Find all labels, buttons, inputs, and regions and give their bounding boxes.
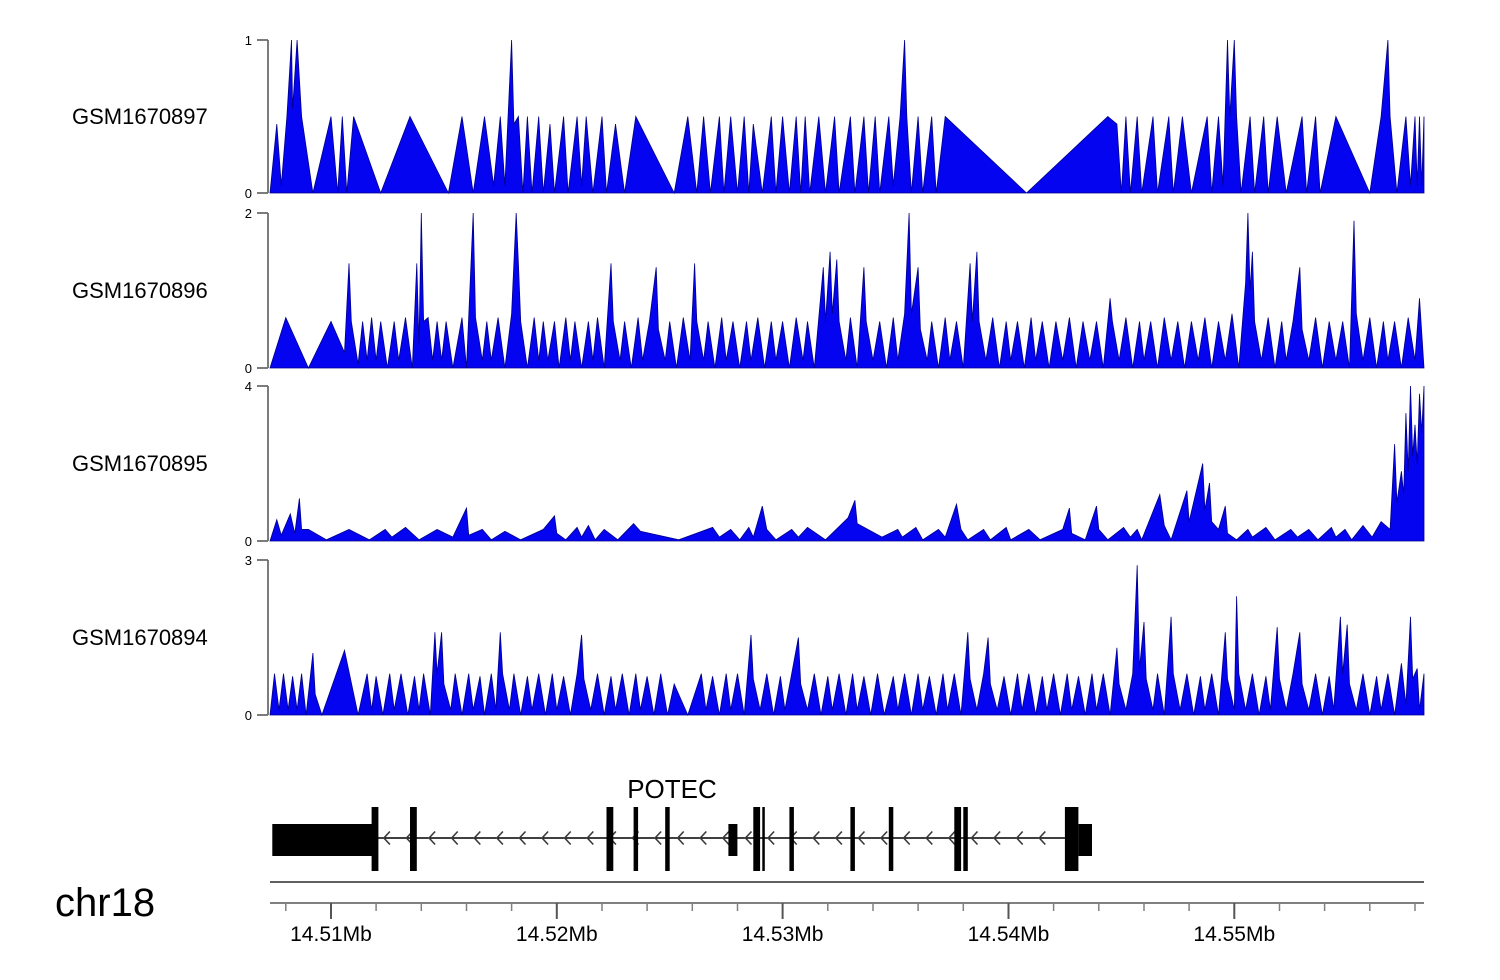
gene-exon xyxy=(762,807,765,871)
axis-tick-label: 14.52Mb xyxy=(516,923,598,946)
strand-arrow-left-icon xyxy=(699,830,707,846)
strand-arrow-left-icon xyxy=(834,830,843,846)
gene-exon xyxy=(410,807,417,871)
y-max-label-3: 4 xyxy=(245,379,252,394)
gene-model-track: POTEC xyxy=(272,774,1092,871)
track-label-4: GSM1670894 xyxy=(72,625,208,650)
strand-arrow-left-icon xyxy=(1038,830,1046,846)
strand-arrow-left-icon xyxy=(676,830,685,846)
axis-tick-label: 14.53Mb xyxy=(742,923,824,946)
gene-shapes-group xyxy=(272,807,1092,871)
coverage-area xyxy=(269,385,1425,542)
genome-axis-track: 14.51Mb 14.52Mb 14.53Mb 14.54Mb 14.55Mb xyxy=(270,902,1424,946)
gene-exon xyxy=(954,807,962,871)
axis-tick-label: 14.51Mb xyxy=(290,923,372,946)
coverage-area xyxy=(269,39,1425,195)
strand-arrow-left-icon xyxy=(902,830,911,846)
gene-exon xyxy=(371,807,379,871)
strand-arrow-left-icon xyxy=(947,830,956,846)
gene-exon xyxy=(753,807,761,871)
coverage-track-GSM1670894 xyxy=(257,559,1425,717)
track-label-1: GSM1670897 xyxy=(72,104,208,129)
strand-arrow-left-icon xyxy=(654,830,662,846)
strand-arrow-left-icon xyxy=(586,830,594,846)
gene-exon xyxy=(1064,807,1079,871)
axis-tick-label: 14.54Mb xyxy=(968,923,1050,946)
gene-exon xyxy=(888,807,894,871)
track-label-2: GSM1670896 xyxy=(72,278,208,303)
gene-exon xyxy=(728,824,738,856)
strand-arrow-left-icon xyxy=(541,830,549,846)
strand-arrow-left-icon xyxy=(970,830,979,846)
gene-exon xyxy=(1078,824,1092,856)
coverage-track-GSM1670895 xyxy=(257,385,1425,542)
gene-exon xyxy=(850,807,855,871)
y-max-label-4: 3 xyxy=(245,553,252,568)
strand-arrow-left-icon xyxy=(473,830,481,846)
y-min-label-1: 0 xyxy=(245,186,252,201)
track-label-3: GSM1670895 xyxy=(72,451,208,476)
coverage-area xyxy=(269,212,1425,369)
y-max-label-2: 2 xyxy=(245,206,252,221)
strand-arrow-left-icon xyxy=(767,830,775,846)
gene-exon xyxy=(272,824,374,856)
strand-arrow-left-icon xyxy=(857,830,866,846)
gene-exon xyxy=(963,807,968,871)
y-min-label-3: 0 xyxy=(245,534,252,549)
strand-arrow-left-icon xyxy=(428,830,436,846)
y-max-label-1: 1 xyxy=(245,33,252,48)
gene-exon xyxy=(789,807,794,871)
strand-arrow-left-icon xyxy=(993,830,1001,846)
strand-arrow-left-icon xyxy=(744,830,753,846)
coverage-area xyxy=(269,565,1425,717)
gene-exon xyxy=(665,807,670,871)
strand-arrow-left-icon xyxy=(382,830,391,846)
chromosome-label: chr18 xyxy=(55,881,155,925)
gene-exon xyxy=(606,807,614,871)
strand-arrow-left-icon xyxy=(518,830,527,846)
coverage-track-GSM1670896 xyxy=(257,212,1425,369)
strand-arrow-left-icon xyxy=(721,830,730,846)
strand-arrow-left-icon xyxy=(495,830,504,846)
strand-arrow-left-icon xyxy=(563,830,572,846)
y-min-label-4: 0 xyxy=(245,708,252,723)
coverage-tracks-group xyxy=(257,39,1425,717)
strand-arrow-left-icon xyxy=(812,830,820,846)
strand-arrow-left-icon xyxy=(1015,830,1024,846)
gene-exon xyxy=(633,807,639,871)
gene-label: POTEC xyxy=(627,774,717,804)
y-min-label-2: 0 xyxy=(245,361,252,376)
strand-arrow-left-icon xyxy=(925,830,933,846)
coverage-track-GSM1670897 xyxy=(257,39,1425,195)
axis-tick-label: 14.55Mb xyxy=(1193,923,1275,946)
strand-arrow-left-icon xyxy=(450,830,459,846)
strand-arrow-left-icon xyxy=(880,830,888,846)
